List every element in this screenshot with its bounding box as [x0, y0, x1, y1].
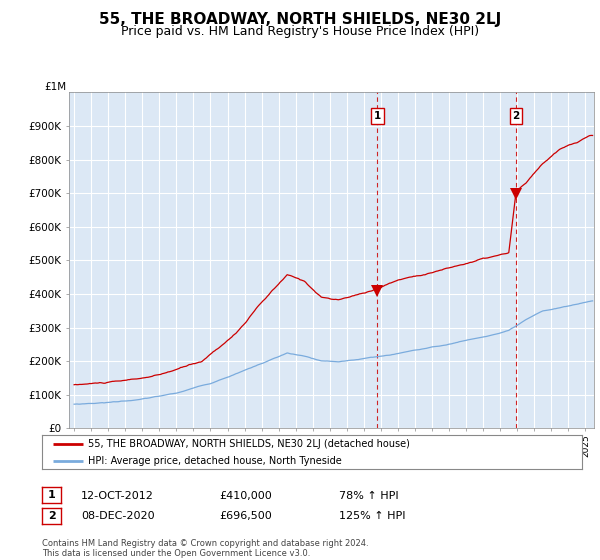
Text: £1M: £1M [44, 82, 67, 92]
Text: 125% ↑ HPI: 125% ↑ HPI [339, 511, 406, 521]
Text: 1: 1 [48, 490, 55, 500]
Text: HPI: Average price, detached house, North Tyneside: HPI: Average price, detached house, Nort… [88, 456, 341, 465]
Text: £410,000: £410,000 [219, 491, 272, 501]
Text: Price paid vs. HM Land Registry's House Price Index (HPI): Price paid vs. HM Land Registry's House … [121, 25, 479, 38]
Text: 1: 1 [374, 111, 381, 121]
Text: £696,500: £696,500 [219, 511, 272, 521]
Text: 2: 2 [48, 511, 55, 521]
Text: 08-DEC-2020: 08-DEC-2020 [81, 511, 155, 521]
Text: 55, THE BROADWAY, NORTH SHIELDS, NE30 2LJ (detached house): 55, THE BROADWAY, NORTH SHIELDS, NE30 2L… [88, 439, 410, 449]
Text: 2: 2 [512, 111, 520, 121]
Text: 12-OCT-2012: 12-OCT-2012 [81, 491, 154, 501]
Text: 55, THE BROADWAY, NORTH SHIELDS, NE30 2LJ: 55, THE BROADWAY, NORTH SHIELDS, NE30 2L… [99, 12, 501, 27]
Text: Contains HM Land Registry data © Crown copyright and database right 2024.
This d: Contains HM Land Registry data © Crown c… [42, 539, 368, 558]
Text: 78% ↑ HPI: 78% ↑ HPI [339, 491, 398, 501]
